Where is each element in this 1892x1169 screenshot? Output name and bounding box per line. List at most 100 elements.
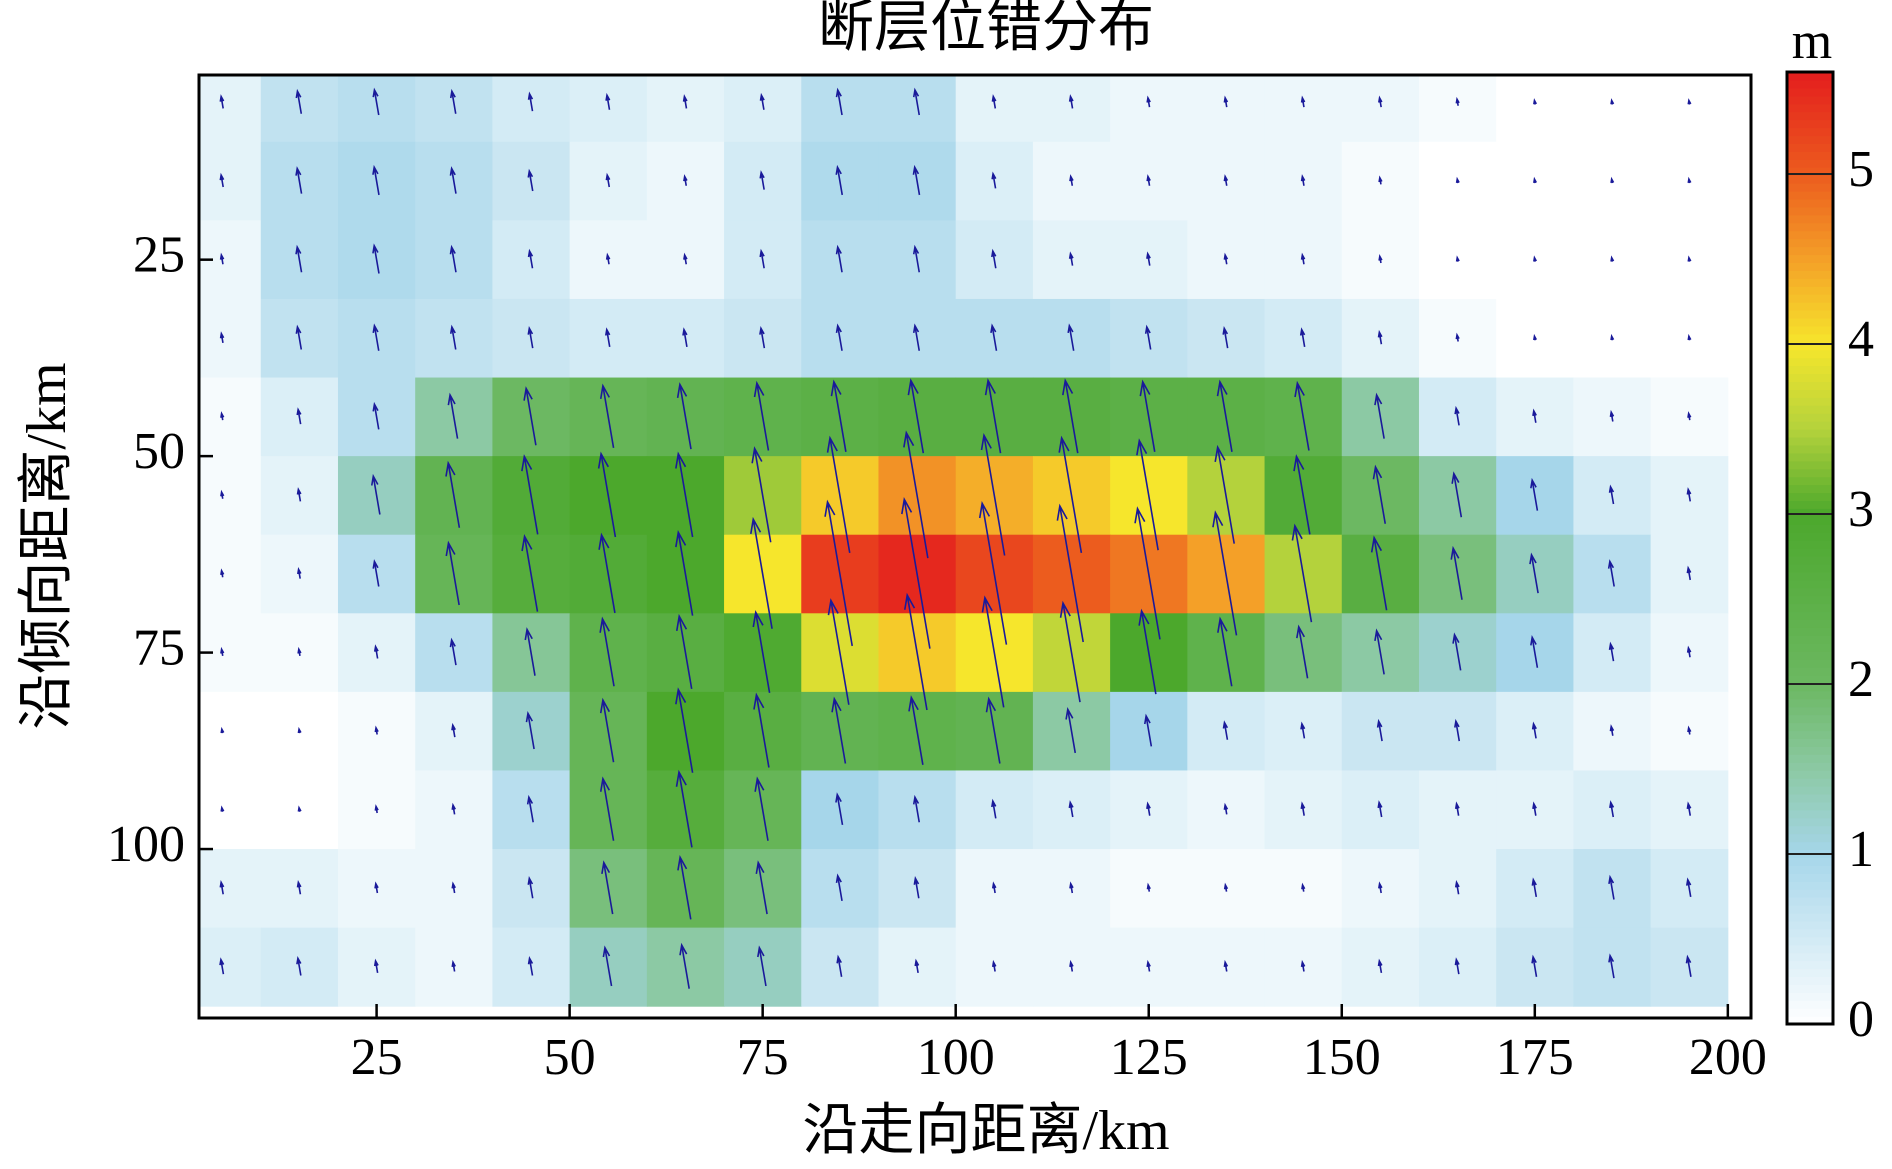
slip-arrow — [831, 696, 847, 764]
colorbar-band — [1787, 706, 1833, 716]
slip-arrow — [753, 692, 770, 768]
colorbar-band — [1787, 270, 1833, 279]
colorbar-band — [1787, 674, 1833, 684]
colorbar-band — [1787, 563, 1833, 573]
slip-arrow — [1223, 959, 1229, 972]
slip-arrow — [1455, 255, 1460, 262]
colorbar-band — [1787, 865, 1833, 874]
heat-cell — [199, 849, 262, 929]
slip-arrow — [1530, 477, 1539, 511]
slip-arrow — [527, 168, 534, 192]
slip-arrow — [1686, 645, 1692, 658]
colorbar-band — [1787, 159, 1833, 168]
slip-arrow — [1069, 174, 1074, 186]
slip-arrow — [527, 325, 534, 349]
colorbar-band — [1787, 905, 1833, 914]
colorbar-band — [1787, 143, 1833, 152]
slip-arrow — [826, 435, 851, 553]
chart-title: 断层位错分布 — [818, 0, 1154, 59]
slip-arrow — [374, 881, 379, 894]
slip-arrow — [372, 87, 380, 116]
slip-arrow — [1223, 882, 1229, 892]
slip-arrow — [524, 627, 536, 676]
slip-arrow — [835, 164, 844, 196]
colorbar-band — [1787, 302, 1833, 311]
slip-arrow — [1533, 98, 1538, 105]
slip-arrow — [296, 955, 302, 976]
slip-arrow — [1223, 252, 1229, 265]
slip-arrow — [447, 392, 459, 439]
colorbar-band — [1787, 611, 1833, 620]
slip-arrow — [295, 324, 303, 350]
y-tick-label: 75 — [133, 620, 185, 677]
slip-arrow — [219, 880, 225, 895]
slip-arrow — [604, 327, 611, 347]
slip-arrow — [372, 323, 380, 351]
colorbar-band — [1787, 643, 1833, 652]
slip-arrow — [1378, 175, 1383, 185]
slip-arrow — [1062, 378, 1079, 454]
colorbar-band — [1787, 682, 1833, 692]
slip-arrow — [1067, 323, 1075, 351]
colorbar-band — [1787, 492, 1833, 501]
x-tick-label: 25 — [351, 1029, 403, 1086]
slip-arrow — [914, 958, 920, 973]
colorbar-band — [1787, 627, 1833, 636]
slip-arrow — [751, 446, 772, 543]
heat-cell — [199, 75, 262, 143]
slip-arrow — [220, 805, 225, 812]
slip-arrow — [445, 460, 461, 528]
colorbar-band — [1787, 476, 1833, 486]
slip-arrow — [683, 252, 688, 265]
colorbar-band — [1787, 119, 1833, 129]
colorbar-band — [1787, 254, 1833, 263]
slip-arrow — [374, 804, 379, 814]
slip-arrow — [1146, 251, 1151, 266]
colorbar-tick-label: 5 — [1848, 141, 1874, 198]
slip-arrow — [1291, 523, 1313, 623]
slip-arrow — [220, 489, 225, 499]
slip-arrow — [601, 860, 614, 915]
slip-arrow — [1144, 324, 1152, 350]
slip-arrow — [913, 876, 920, 899]
slip-arrow — [912, 794, 921, 823]
colorbar-band — [1787, 206, 1833, 216]
slip-arrow — [1455, 332, 1460, 342]
slip-arrow — [451, 802, 456, 815]
slip-arrow — [836, 954, 843, 977]
x-tick-label: 100 — [917, 1029, 995, 1086]
colorbar-band — [1787, 325, 1833, 335]
y-axis-label: 沿倾向距离/km — [16, 362, 78, 729]
colorbar-frame — [1785, 70, 1835, 1026]
slip-arrow — [985, 696, 1001, 764]
colorbar-band — [1787, 357, 1833, 367]
colorbar-band — [1787, 79, 1833, 89]
slip-arrow — [372, 401, 380, 430]
slip-arrow — [1300, 721, 1306, 739]
colorbar-band — [1787, 936, 1833, 946]
slip-arrow — [1378, 95, 1383, 108]
colorbar-band — [1787, 817, 1833, 827]
heat-cell — [1418, 75, 1497, 143]
colorbar-band — [1787, 793, 1833, 803]
slip-arrow — [1454, 801, 1460, 816]
colorbar-band — [1787, 920, 1833, 930]
colorbar-band — [1787, 500, 1833, 509]
colorbar-band — [1787, 310, 1833, 319]
colorbar-band — [1787, 135, 1833, 144]
colorbar-tick-label: 4 — [1848, 311, 1874, 368]
slip-arrow — [521, 454, 539, 535]
slip-arrow — [1376, 718, 1383, 742]
slip-arrow — [1293, 454, 1311, 535]
colorbar-band — [1787, 635, 1833, 644]
colorbar-band — [1787, 167, 1833, 176]
colorbar-band — [1787, 881, 1833, 890]
colorbar-band — [1787, 801, 1833, 811]
colorbar-band — [1787, 690, 1833, 700]
slip-arrow — [675, 530, 694, 616]
slip-arrow — [912, 244, 921, 273]
slip-arrow — [991, 798, 997, 819]
slip-arrow — [759, 248, 765, 269]
slip-arrow — [451, 881, 456, 894]
